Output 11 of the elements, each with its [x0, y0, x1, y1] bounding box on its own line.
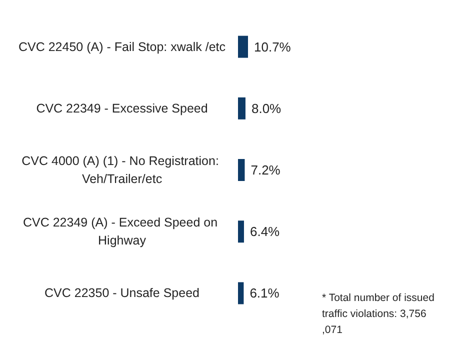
data-label: 10.7%	[254, 39, 292, 54]
y-tick-label: CVC 22349 - Excessive Speed	[36, 101, 208, 116]
y-tick-label: CVC 22349 (A) - Exceed Speed on Highway	[22, 216, 222, 248]
data-label: 6.1%	[250, 286, 280, 301]
data-label: 7.2%	[250, 162, 281, 178]
text: * Total number of issued traffic violations: 3,756,071	[322, 292, 438, 336]
data-label: 6.4%	[250, 224, 280, 240]
y-tick-label: CVC 4000 (A) (1) - No Registration: Veh/Trailer/etc	[22, 154, 222, 186]
data-label: 8.0%	[251, 100, 282, 116]
y-tick-label: CVC 22350 - Unsafe Speed	[44, 286, 200, 300]
y-tick-label: CVC 22450 (A) - Fail Stop: xwalk /etc	[18, 40, 226, 54]
